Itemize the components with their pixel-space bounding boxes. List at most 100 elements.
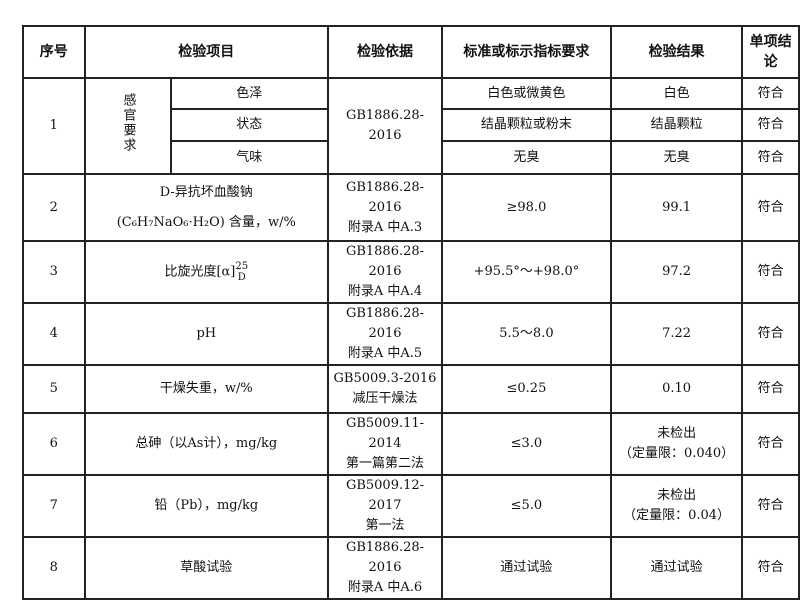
item: 状态	[169, 108, 330, 142]
basis-line1: GB1886.28-2016	[345, 179, 425, 215]
requirement: 通过试验	[440, 536, 612, 600]
basis: GB1886.28-2016 附录A 中A.4	[327, 240, 443, 304]
table-row: 状态 结晶颗粒或粉末 结晶颗粒 符合	[23, 108, 800, 142]
result: 97.2	[609, 240, 744, 304]
requirement: ≤5.0	[440, 474, 612, 538]
basis: GB1886.28-2016 附录A 中A.6	[327, 536, 443, 600]
basis-line2: 附录A 中A.6	[347, 580, 423, 595]
table-row: 3 比旋光度[α] 25 D GB1886.28-2016 附录A 中A.4 +95.5°～…	[22, 240, 800, 304]
requirement: ≤3.0	[440, 412, 612, 476]
basis-line2: 第一篇第二法	[345, 456, 424, 471]
basis-line2: 减压干燥法	[352, 391, 418, 406]
item: D-异抗坏血酸钠 (C₆H₇NaO₆·H₂O) 含量，w/%	[83, 173, 330, 242]
item: 气味	[169, 140, 330, 175]
header-conclusion: 单项结论	[741, 25, 800, 79]
requirement: 5.5～8.0	[440, 302, 612, 366]
conclusion: 符合	[741, 474, 800, 538]
conclusion: 符合	[741, 240, 800, 304]
item-line1: pH	[196, 326, 217, 341]
result: 通过试验	[609, 536, 744, 600]
basis-line2: 附录A 中A.3	[347, 219, 423, 235]
row-no: 6	[22, 412, 86, 476]
requirement: 无臭	[440, 140, 612, 175]
item: pH	[83, 302, 330, 366]
item: 总砷（以As计），mg/kg	[83, 412, 330, 476]
item-line1: 铅（Pb），mg/kg	[154, 498, 259, 513]
result-line1: 99.1	[662, 199, 692, 215]
result-line2: （定量限：0.040）	[618, 446, 735, 461]
result-line1: 7.22	[662, 326, 692, 341]
sensory-group: 感官要求	[83, 77, 172, 175]
header-item: 检验项目	[83, 25, 330, 79]
item-line2: (C₆H₇NaO₆·H₂O) 含量，w/%	[116, 214, 296, 230]
header-row: 序号 检验项目 检验依据 标准或标示指标要求 检验结果 单项结论	[22, 25, 800, 79]
basis: GB5009.12-2017 第一法	[327, 474, 443, 538]
table-row: 6 总砷（以As计），mg/kg GB5009.11-2014 第一篇第二法 ≤3.0 未…	[22, 412, 800, 476]
basis-line2: 第一法	[365, 518, 405, 533]
result-line1: 未检出	[657, 488, 697, 503]
item: 比旋光度[α] 25 D	[83, 240, 330, 304]
basis-line1: GB5009.3-2016	[333, 371, 437, 386]
temperature-sup: 25	[235, 261, 249, 272]
conclusion: 符合	[741, 364, 800, 414]
result-line1: 通过试验	[650, 560, 703, 575]
row-no: 1	[22, 77, 86, 175]
basis: GB5009.3-2016 减压干燥法	[327, 364, 443, 414]
table-row: 8 草酸试验 GB1886.28-2016 附录A 中A.6 通过试验 通过试验 符合	[22, 536, 800, 600]
result: 未检出 （定量限：0.040）	[609, 412, 744, 476]
conclusion: 符合	[741, 77, 800, 110]
basis-line1: GB5009.12-2017	[345, 478, 425, 513]
result: 未检出 （定量限：0.04）	[609, 474, 744, 538]
wavelength-sub: D	[237, 272, 246, 283]
table-row: 气味 无臭 无臭 符合	[23, 140, 800, 175]
item-line1: 总砷（以As计），mg/kg	[135, 436, 278, 451]
basis-line1: GB1886.28-2016	[345, 244, 425, 279]
table-row: 1 感官要求 色泽 GB1886.28-2016 白色或微黄色 白色 符合	[22, 77, 800, 175]
result-line1: 未检出	[657, 426, 697, 441]
conclusion: 符合	[741, 302, 800, 366]
result: 白色	[609, 77, 744, 110]
result-line2: （定量限：0.04）	[623, 508, 731, 523]
table-row: 2 D-异抗坏血酸钠 (C₆H₇NaO₆·H₂O) 含量，w/% GB1886.28-…	[22, 173, 800, 242]
item-line1: 干燥失重，w/%	[159, 381, 253, 396]
item-line1: 比旋光度[α]	[164, 264, 236, 280]
header-no: 序号	[22, 25, 86, 79]
conclusion: 符合	[741, 140, 800, 175]
item-line1: D-异抗坏血酸钠	[159, 184, 253, 200]
result: 无臭	[609, 140, 744, 175]
item-line1: 草酸试验	[180, 560, 233, 575]
result-line1: 0.10	[662, 381, 692, 396]
result-line1: 97.2	[662, 264, 692, 279]
row-no: 3	[22, 240, 86, 304]
row-no: 7	[22, 474, 86, 538]
row-no: 4	[22, 302, 86, 366]
table-row: 4 pH GB1886.28-2016 附录A 中A.5 5.5～8.0 7.22 符合	[22, 302, 800, 366]
row-no: 5	[22, 364, 86, 414]
table-row: 7 铅（Pb），mg/kg GB5009.12-2017 第一法 ≤5.0 未检出 （定量限…	[22, 474, 800, 538]
header-requirement: 标准或标示指标要求	[440, 25, 612, 79]
requirement: ≤0.25	[440, 364, 612, 414]
result: 0.10	[609, 364, 744, 414]
row-no: 2	[22, 173, 86, 242]
basis-line1: GB5009.11-2014	[345, 416, 425, 451]
item: 铅（Pb），mg/kg	[83, 474, 330, 538]
header-basis: 检验依据	[327, 25, 443, 79]
item: 草酸试验	[83, 536, 330, 600]
requirement: +95.5°～+98.0°	[440, 240, 612, 304]
basis-line2: 附录A 中A.5	[347, 346, 423, 361]
item: 色泽	[169, 77, 330, 110]
basis-line1: GB1886.28-2016	[345, 306, 425, 341]
basis: GB1886.28-2016 附录A 中A.3	[327, 173, 443, 242]
header-result: 检验结果	[609, 25, 744, 79]
result: 99.1	[609, 173, 744, 242]
conclusion: 符合	[741, 536, 800, 600]
result: 结晶颗粒	[609, 108, 744, 142]
conclusion: 符合	[741, 412, 800, 476]
inspection-table: 序号 检验项目 检验依据 标准或标示指标要求 检验结果 单项结论 1 感官要求 …	[22, 25, 800, 600]
requirement: ≥98.0	[440, 173, 612, 242]
conclusion: 符合	[741, 173, 800, 242]
requirement: 白色或微黄色	[440, 77, 612, 110]
basis-line1: GB1886.28-2016	[345, 540, 425, 575]
row-no: 8	[22, 536, 86, 600]
item: 干燥失重，w/%	[83, 364, 330, 414]
